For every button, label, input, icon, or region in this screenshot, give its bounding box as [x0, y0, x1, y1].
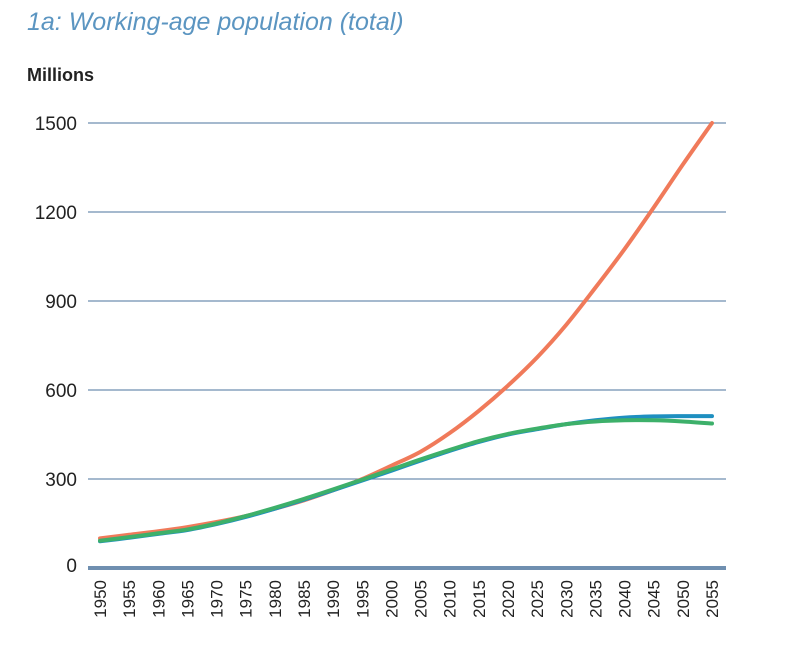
- x-tick-2025: 2025: [528, 580, 547, 618]
- y-tick-0: 0: [66, 556, 77, 577]
- chart-title: 1a: Working-age population (total): [27, 8, 404, 36]
- x-tick-labels: 1950 1955 1960 1965 1970 1975 1980 1985 1990 1995…: [91, 580, 722, 618]
- y-tick-900: 900: [45, 292, 77, 313]
- x-tick-2045: 2045: [645, 580, 664, 618]
- gridlines: [88, 122, 726, 480]
- x-tick-1995: 1995: [353, 580, 372, 618]
- series-line-1: [98, 121, 714, 541]
- series-line-3: [98, 418, 714, 543]
- x-tick-2040: 2040: [616, 580, 635, 618]
- x-tick-1960: 1960: [149, 580, 168, 618]
- y-tick-1500: 1500: [35, 114, 77, 135]
- x-tick-1980: 1980: [266, 580, 285, 618]
- x-tick-1990: 1990: [324, 580, 343, 618]
- y-tick-300: 300: [45, 470, 77, 491]
- y-axis-label: Millions: [27, 65, 94, 85]
- x-tick-2030: 2030: [557, 580, 576, 618]
- x-tick-2050: 2050: [674, 580, 693, 618]
- y-tick-600: 600: [45, 381, 77, 402]
- x-tick-2020: 2020: [499, 580, 518, 618]
- x-tick-2005: 2005: [412, 580, 431, 618]
- y-tick-labels: 0 300 600 900 1200 1500: [35, 114, 77, 577]
- x-tick-2010: 2010: [441, 580, 460, 618]
- x-tick-2035: 2035: [586, 580, 605, 618]
- x-tick-1975: 1975: [237, 580, 256, 618]
- x-tick-1970: 1970: [208, 580, 227, 618]
- x-tick-1950: 1950: [91, 580, 110, 618]
- x-tick-2000: 2000: [382, 580, 401, 618]
- x-tick-1955: 1955: [120, 580, 139, 618]
- y-tick-1200: 1200: [35, 203, 77, 224]
- x-tick-1985: 1985: [295, 580, 314, 618]
- x-tick-1965: 1965: [178, 580, 197, 618]
- x-tick-2015: 2015: [470, 580, 489, 618]
- series-lines: [98, 121, 714, 544]
- x-tick-2055: 2055: [703, 580, 722, 618]
